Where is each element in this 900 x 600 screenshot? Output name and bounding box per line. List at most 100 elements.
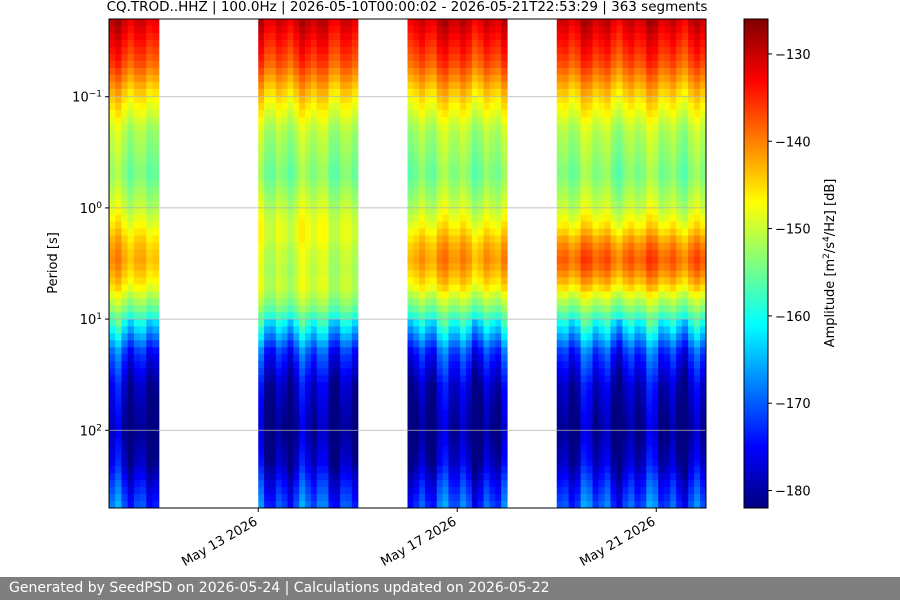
heatmap-cell xyxy=(293,123,300,132)
heatmap-cell xyxy=(646,375,653,383)
heatmap-cell xyxy=(351,74,359,83)
heatmap-cell xyxy=(430,333,438,341)
heatmap-cell xyxy=(281,221,289,230)
heatmap-cell xyxy=(688,263,695,272)
heatmap-cell xyxy=(586,46,594,55)
heatmap-cell xyxy=(664,270,671,279)
heatmap-cell xyxy=(598,340,606,348)
heatmap-cell xyxy=(419,186,426,195)
heatmap-cell xyxy=(146,32,154,41)
heatmap-cell xyxy=(322,494,330,502)
heatmap-cell xyxy=(466,221,473,230)
heatmap-cell xyxy=(592,487,600,495)
heatmap-cell xyxy=(646,19,653,27)
heatmap-cell xyxy=(299,221,306,230)
heatmap-cell xyxy=(483,158,491,167)
heatmap-cell xyxy=(281,214,289,223)
heatmap-cell xyxy=(430,361,438,369)
heatmap-cell xyxy=(622,382,629,390)
heatmap-cell xyxy=(646,235,653,244)
heatmap-cell xyxy=(616,312,624,320)
heatmap-cell xyxy=(430,144,438,153)
heatmap-cell xyxy=(646,389,653,397)
heatmap-cell xyxy=(425,396,432,404)
heatmap-cell xyxy=(340,221,347,230)
heatmap-cell xyxy=(628,319,635,327)
heatmap-cell xyxy=(664,312,671,320)
heatmap-cell xyxy=(140,312,147,320)
heatmap-cell xyxy=(293,214,300,223)
heatmap-cell xyxy=(146,473,154,481)
heatmap-cell xyxy=(628,88,635,97)
heatmap-cell xyxy=(448,459,455,467)
heatmap-cell xyxy=(483,256,491,265)
heatmap-cell xyxy=(310,158,318,167)
heatmap-cell xyxy=(413,25,420,34)
heatmap-cell xyxy=(448,53,455,62)
heatmap-cell xyxy=(299,438,306,446)
heatmap-cell xyxy=(454,382,461,390)
heatmap-cell xyxy=(407,459,414,467)
heatmap-cell xyxy=(293,74,300,83)
heatmap-cell xyxy=(334,305,341,313)
heatmap-cell xyxy=(264,298,271,307)
heatmap-cell xyxy=(477,312,485,320)
heatmap-cell xyxy=(305,263,312,272)
heatmap-cell xyxy=(146,417,154,425)
heatmap-cell xyxy=(430,291,438,300)
heatmap-cell xyxy=(275,424,283,432)
heatmap-cell xyxy=(430,487,438,495)
heatmap-cell xyxy=(133,284,141,293)
heatmap-cell xyxy=(489,74,496,83)
heatmap-cell xyxy=(109,263,116,272)
heatmap-cell xyxy=(640,151,647,160)
heatmap-cell xyxy=(634,270,641,279)
heatmap-cell xyxy=(407,158,414,167)
heatmap-cell xyxy=(258,452,265,460)
heatmap-cell xyxy=(351,501,359,508)
heatmap-cell xyxy=(146,340,154,348)
heatmap-cell xyxy=(622,165,629,174)
heatmap-cell xyxy=(580,74,588,83)
heatmap-cell xyxy=(483,354,491,362)
heatmap-cell xyxy=(592,130,600,139)
heatmap-cell xyxy=(646,312,653,320)
heatmap-cell xyxy=(310,102,318,111)
heatmap-cell xyxy=(682,116,689,125)
heatmap-cell xyxy=(652,277,659,286)
heatmap-cell xyxy=(328,368,335,376)
heatmap-cell xyxy=(471,326,479,334)
heatmap-cell xyxy=(694,151,701,160)
heatmap-cell xyxy=(688,228,695,237)
heatmap-cell xyxy=(556,298,564,307)
heatmap-cell xyxy=(146,494,154,502)
heatmap-cell xyxy=(664,186,671,195)
heatmap-cell xyxy=(413,263,420,272)
heatmap-cell xyxy=(598,333,606,341)
heatmap-cell xyxy=(622,158,629,167)
heatmap-cell xyxy=(448,228,455,237)
heatmap-cell xyxy=(676,403,683,411)
heatmap-cell xyxy=(281,144,289,153)
heatmap-cell xyxy=(299,431,306,439)
heatmap-cell xyxy=(658,410,665,418)
heatmap-cell xyxy=(346,291,353,300)
heatmap-cell xyxy=(586,123,594,132)
heatmap-cell xyxy=(334,109,341,118)
heatmap-cell xyxy=(287,333,294,341)
heatmap-cell xyxy=(640,88,647,97)
heatmap-cell xyxy=(616,207,624,216)
heatmap-cell xyxy=(264,473,271,481)
heatmap-cell xyxy=(140,319,147,327)
heatmap-cell xyxy=(442,487,450,495)
heatmap-cell xyxy=(694,270,701,279)
heatmap-cell xyxy=(501,242,508,251)
heatmap-cell xyxy=(574,312,582,320)
heatmap-cell xyxy=(471,417,479,425)
heatmap-cell xyxy=(670,46,677,55)
heatmap-cell xyxy=(281,263,289,272)
heatmap-cell xyxy=(127,305,135,313)
heatmap-cell xyxy=(115,32,123,41)
heatmap-cell xyxy=(604,431,612,439)
heatmap-cell xyxy=(676,312,683,320)
